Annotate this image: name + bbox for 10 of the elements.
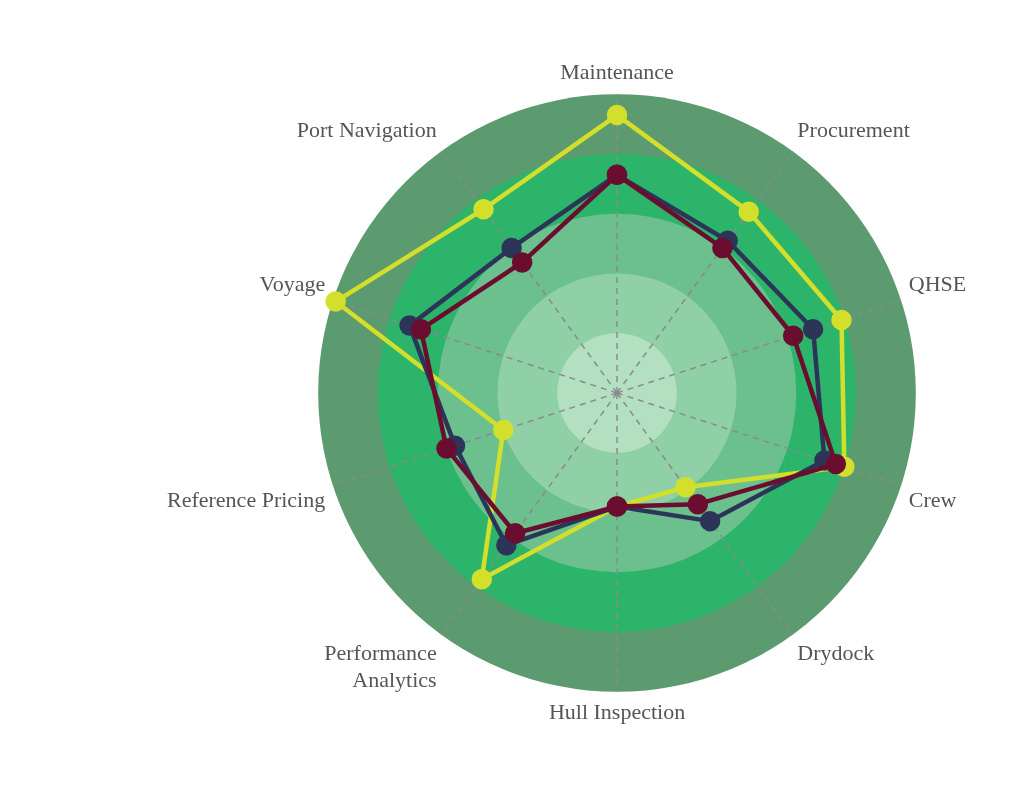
spoke-label: Performance Analytics [324, 640, 437, 692]
spoke-label: QHSE [908, 270, 967, 296]
spoke-label: Reference Pricing [167, 486, 326, 512]
spoke-label: Maintenance [560, 58, 674, 84]
spoke-label: Voyage [259, 270, 326, 296]
spoke-label: Procurement [797, 117, 910, 143]
spoke-label: Port Navigation [296, 117, 437, 143]
spoke-label: Drydock [797, 640, 875, 666]
spoke-label: Crew [908, 486, 957, 512]
spoke-label: Hull Inspection [548, 698, 686, 724]
